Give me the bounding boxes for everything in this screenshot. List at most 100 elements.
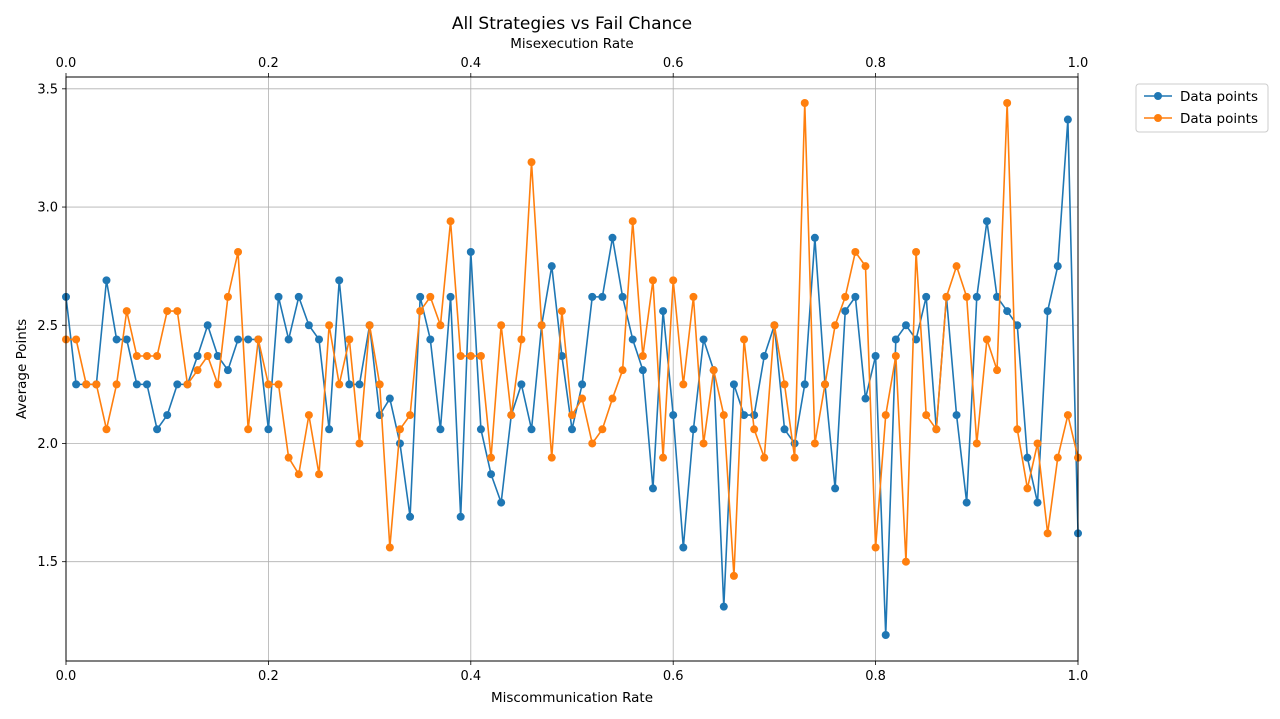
data-point — [800, 99, 809, 108]
data-point — [416, 307, 425, 316]
data-point — [952, 262, 961, 271]
data-point — [183, 380, 192, 389]
data-point — [142, 380, 151, 389]
data-point — [679, 380, 688, 389]
data-point — [588, 439, 597, 448]
data-point — [193, 351, 202, 360]
data-point — [608, 394, 617, 403]
data-point — [406, 512, 415, 521]
data-point — [669, 411, 678, 420]
data-point — [325, 425, 334, 434]
data-point — [132, 351, 141, 360]
x2-tick-label: 0.8 — [865, 56, 886, 71]
data-point — [395, 439, 404, 448]
data-point — [760, 453, 769, 462]
data-point — [648, 276, 657, 285]
data-point — [810, 233, 819, 242]
legend-item: Data points — [1144, 89, 1258, 105]
data-point — [689, 292, 698, 301]
x2-tick-label: 1.0 — [1068, 56, 1089, 71]
data-point — [1003, 307, 1012, 316]
data-point — [1063, 411, 1072, 420]
data-point — [628, 217, 637, 226]
data-point — [972, 292, 981, 301]
data-point — [1033, 498, 1042, 507]
series-layer — [62, 99, 1082, 639]
data-point — [345, 380, 354, 389]
data-point — [648, 484, 657, 493]
data-point — [982, 217, 991, 226]
data-point — [800, 380, 809, 389]
data-point — [659, 453, 668, 462]
data-point — [719, 411, 728, 420]
data-point — [264, 425, 273, 434]
y-axis-title: Average Points — [14, 319, 30, 419]
data-point — [466, 351, 475, 360]
data-point — [871, 351, 880, 360]
data-point — [264, 380, 273, 389]
x-tick-label: 0.2 — [258, 669, 279, 684]
data-point — [1043, 529, 1052, 538]
data-point — [831, 321, 840, 330]
data-point — [1023, 453, 1032, 462]
data-point — [547, 262, 556, 271]
data-point — [476, 351, 485, 360]
data-point — [740, 411, 749, 420]
data-point — [1013, 321, 1022, 330]
data-point — [1063, 115, 1072, 124]
y-tick-label: 2.0 — [37, 437, 58, 452]
plot-frame — [65, 76, 1079, 662]
data-point — [234, 335, 243, 344]
x2-tick-label: 0.4 — [460, 56, 481, 71]
data-point — [294, 292, 303, 301]
data-point — [446, 292, 455, 301]
data-point — [294, 470, 303, 479]
x2-tick-label: 0.2 — [258, 56, 279, 71]
data-point — [112, 335, 121, 344]
data-point — [436, 425, 445, 434]
data-point — [972, 439, 981, 448]
data-point — [406, 411, 415, 420]
data-point — [122, 335, 131, 344]
legend-marker — [1154, 114, 1162, 122]
data-point — [365, 321, 374, 330]
data-point — [82, 380, 91, 389]
data-point — [213, 351, 222, 360]
data-point — [284, 453, 293, 462]
x-tick-label: 0.6 — [663, 669, 684, 684]
data-point — [223, 366, 232, 375]
data-point — [952, 411, 961, 420]
x2-tick-label: 0.0 — [56, 56, 77, 71]
data-point — [750, 411, 759, 420]
data-point — [173, 307, 182, 316]
data-point — [345, 335, 354, 344]
data-point — [274, 292, 283, 301]
data-point — [355, 439, 364, 448]
data-point — [891, 351, 900, 360]
data-point — [507, 411, 516, 420]
data-point — [193, 366, 202, 375]
y-tick-label: 3.5 — [37, 82, 58, 97]
data-point — [1033, 439, 1042, 448]
data-point — [426, 292, 435, 301]
data-point — [315, 335, 323, 344]
legend: Data points Data points — [1135, 83, 1269, 133]
data-point — [527, 425, 536, 434]
data-point — [598, 292, 607, 301]
data-point — [395, 425, 404, 434]
data-point — [375, 380, 384, 389]
data-point — [92, 380, 101, 389]
data-point — [638, 366, 647, 375]
data-point — [72, 380, 81, 389]
data-point — [598, 425, 607, 434]
data-point — [871, 543, 880, 552]
data-point — [962, 498, 971, 507]
data-point — [962, 292, 971, 301]
legend-marker — [1154, 92, 1162, 100]
top-axis-title: Misexecution Rate — [510, 36, 633, 52]
data-point — [122, 307, 131, 316]
data-point — [588, 292, 597, 301]
data-point — [385, 543, 394, 552]
data-point — [932, 425, 941, 434]
